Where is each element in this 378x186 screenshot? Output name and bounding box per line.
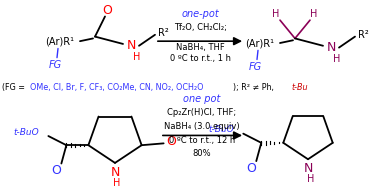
Text: t-BuO: t-BuO <box>208 126 234 134</box>
Text: H: H <box>307 174 315 184</box>
Text: (Ar)R¹: (Ar)R¹ <box>245 38 274 48</box>
Text: Tf₂O, CH₂Cl₂;: Tf₂O, CH₂Cl₂; <box>174 23 226 32</box>
Text: O: O <box>246 162 256 175</box>
Text: N: N <box>326 41 336 54</box>
Text: (Ar)R¹: (Ar)R¹ <box>45 36 74 46</box>
Text: 0 ºC to r.t., 12 h: 0 ºC to r.t., 12 h <box>169 136 235 145</box>
Text: H: H <box>133 52 141 62</box>
Text: FG: FG <box>48 60 62 70</box>
Text: OMe, Cl, Br, F, CF₃, CO₂Me, CN, NO₂, OCH₂O: OMe, Cl, Br, F, CF₃, CO₂Me, CN, NO₂, OCH… <box>30 83 203 92</box>
Text: t-Bu: t-Bu <box>291 83 308 92</box>
Text: NaBH₄ (3.0 equiv): NaBH₄ (3.0 equiv) <box>164 122 240 131</box>
Text: N: N <box>110 166 120 179</box>
Text: O: O <box>51 164 61 177</box>
Text: one pot: one pot <box>183 94 221 104</box>
Text: 80%: 80% <box>193 149 211 158</box>
Text: t-BuO: t-BuO <box>14 128 39 137</box>
Text: N: N <box>126 39 136 52</box>
Text: R²: R² <box>358 30 369 40</box>
Text: O: O <box>167 135 177 148</box>
Text: R²: R² <box>158 28 168 38</box>
Text: NaBH₄, THF: NaBH₄, THF <box>176 43 225 52</box>
Text: FG: FG <box>248 62 262 72</box>
Text: H: H <box>310 9 318 19</box>
Text: Cp₂Zr(H)Cl, THF;: Cp₂Zr(H)Cl, THF; <box>167 108 237 117</box>
Text: N: N <box>303 162 313 175</box>
Text: ); R² ≠ Ph,: ); R² ≠ Ph, <box>233 83 276 92</box>
Text: H: H <box>272 9 280 19</box>
Text: one-pot: one-pot <box>181 9 219 19</box>
Text: H: H <box>333 54 341 65</box>
Text: (FG =: (FG = <box>2 83 28 92</box>
Text: H: H <box>113 178 121 186</box>
Text: O: O <box>102 4 112 17</box>
Text: 0 ºC to r.t., 1 h: 0 ºC to r.t., 1 h <box>169 54 231 63</box>
